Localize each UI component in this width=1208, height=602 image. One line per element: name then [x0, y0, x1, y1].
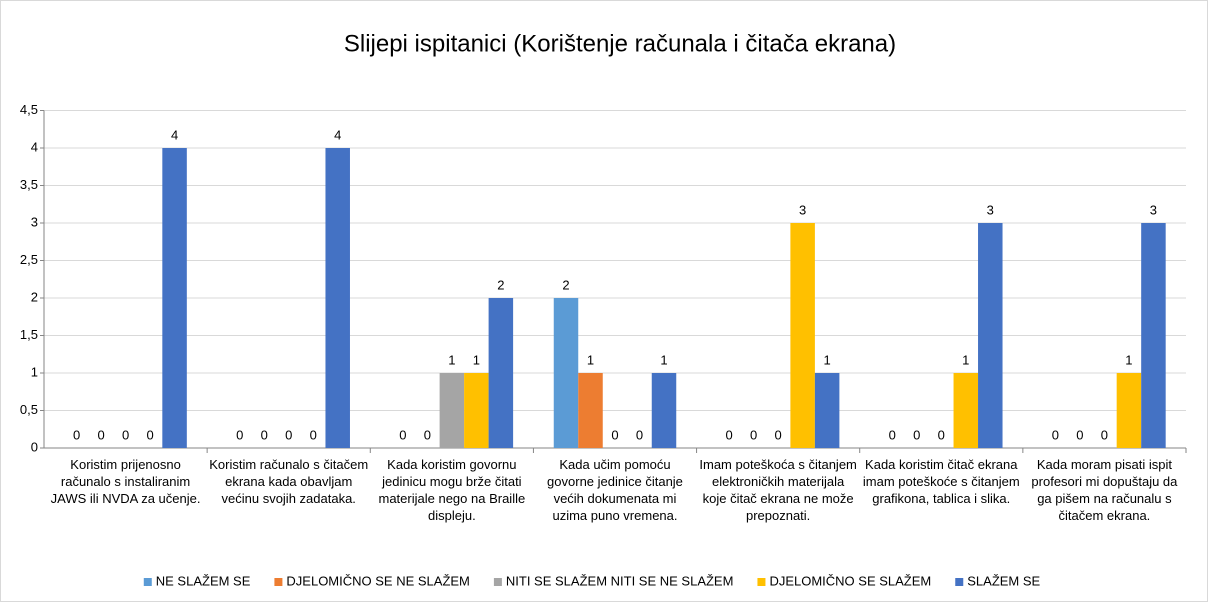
x-tick-label: Kada učim pomoću govorne jedinice čitanj… [547, 457, 683, 523]
data-label: 3 [1150, 202, 1157, 217]
data-label: 0 [1052, 427, 1059, 442]
data-label: 0 [122, 427, 129, 442]
data-label: 0 [146, 427, 153, 442]
data-label: 0 [424, 427, 431, 442]
data-label: 3 [799, 202, 806, 217]
data-label: 0 [73, 427, 80, 442]
data-label: 1 [962, 352, 969, 367]
legend-label: NITI SE SLAŽEM NITI SE NE SLAŽEM [506, 573, 734, 588]
bar [439, 373, 465, 448]
legend-swatch [757, 578, 766, 586]
y-tick-label: 4,5 [20, 102, 38, 117]
x-tick-label: Kada moram pisati ispit profesori mi dop… [1031, 457, 1178, 523]
legend-swatch [274, 578, 283, 586]
legend-label: DJELOMIČNO SE SLAŽEM [769, 573, 931, 588]
y-tick-label: 3,5 [20, 177, 38, 192]
legend-label: DJELOMIČNO SE NE SLAŽEM [286, 573, 469, 588]
data-label: 0 [750, 427, 757, 442]
data-label: 0 [611, 427, 618, 442]
data-label: 0 [889, 427, 896, 442]
data-label: 1 [660, 352, 667, 367]
data-label: 0 [310, 427, 317, 442]
bar [790, 223, 815, 448]
bar [553, 298, 579, 448]
chart-title: Slijepi ispitanici (Korištenje računala … [344, 30, 896, 57]
data-label: 0 [285, 427, 292, 442]
bar [978, 223, 1003, 448]
bar [488, 298, 514, 448]
legend-swatch [143, 578, 152, 586]
legend-swatch [493, 578, 502, 586]
bar [1141, 223, 1166, 448]
data-label: 0 [1076, 427, 1083, 442]
data-label: 1 [824, 352, 831, 367]
data-label: 2 [562, 277, 569, 292]
data-label: 0 [399, 427, 406, 442]
bar [464, 373, 489, 448]
data-label: 0 [97, 427, 104, 442]
data-label: 0 [726, 427, 733, 442]
legend-label: SLAŽEM SE [967, 573, 1040, 588]
x-tick-label: Koristim prijenosno računalo s instalira… [50, 457, 201, 506]
y-tick-label: 1,5 [20, 327, 38, 342]
data-label: 0 [636, 427, 643, 442]
x-tick-label: Kada koristim govornu jedinicu mogu brže… [378, 457, 526, 523]
data-label: 0 [1101, 427, 1108, 442]
data-label: 1 [473, 352, 480, 367]
data-label: 4 [334, 127, 341, 142]
legend-label: NE SLAŽEM SE [156, 573, 251, 588]
data-label: 1 [587, 352, 594, 367]
data-label: 3 [987, 202, 994, 217]
y-tick-label: 0 [31, 439, 38, 454]
data-label: 1 [1125, 352, 1132, 367]
bar [1116, 373, 1142, 448]
legend-swatch [955, 578, 964, 586]
x-tick-label: Imam poteškoća s čitanjem elektroničkih … [699, 457, 857, 523]
bar [162, 148, 187, 448]
y-tick-label: 0,5 [20, 402, 38, 417]
data-label: 2 [497, 277, 504, 292]
y-tick-label: 2,5 [20, 252, 38, 267]
y-tick-label: 2 [31, 289, 38, 304]
y-tick-label: 3 [31, 214, 38, 229]
data-label: 0 [236, 427, 243, 442]
bar [325, 148, 350, 448]
x-tick-label: Kada koristim čitač ekrana imam poteškoć… [862, 457, 1020, 506]
data-label: 0 [261, 427, 268, 442]
data-label: 0 [775, 427, 782, 442]
y-tick-label: 1 [31, 364, 38, 379]
data-label: 0 [938, 427, 945, 442]
data-label: 0 [913, 427, 920, 442]
data-label: 1 [448, 352, 455, 367]
bar [953, 373, 979, 448]
y-tick-label: 4 [31, 139, 38, 154]
bar [651, 373, 677, 448]
data-label: 4 [171, 127, 178, 142]
bar [814, 373, 840, 448]
x-tick-label: Koristim računalo s čitačem ekrana kada … [209, 457, 369, 506]
bar [578, 373, 603, 448]
